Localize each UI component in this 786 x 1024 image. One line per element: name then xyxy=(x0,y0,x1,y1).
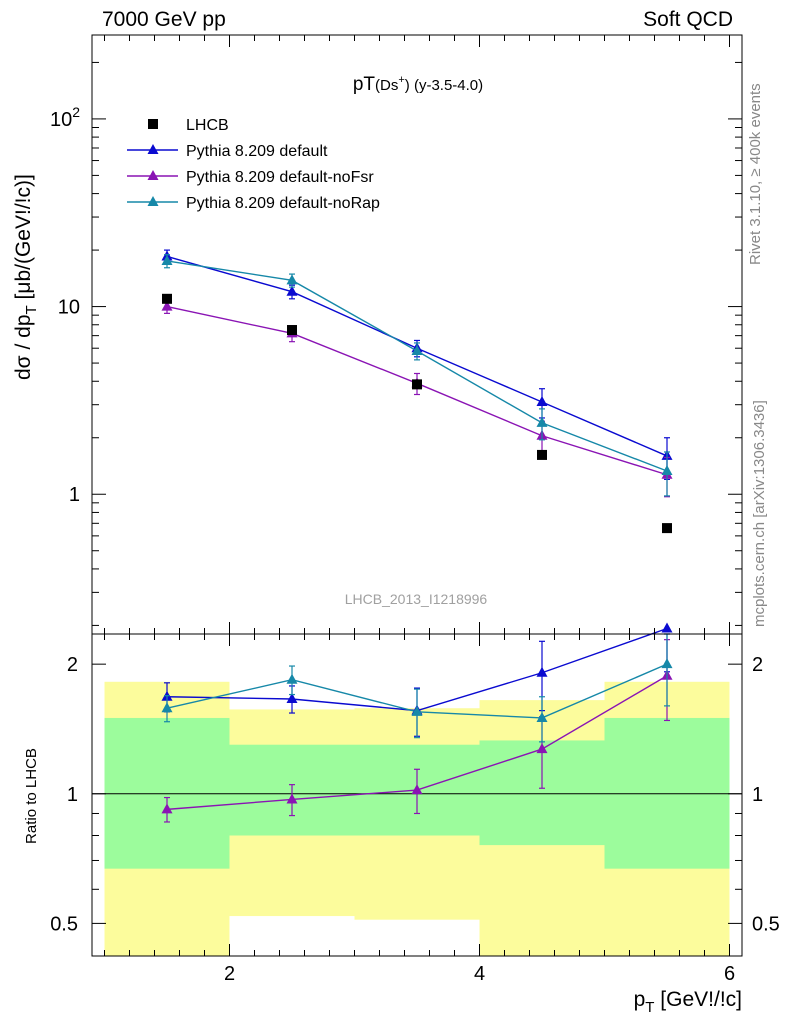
y-axis-label: dσ / dpT [μb/(GeV!/!c)] xyxy=(12,174,40,380)
upper-noFsr-point-0 xyxy=(161,300,173,311)
chart-title: pT(Ds+) (y-3.5-4.0) xyxy=(353,74,483,95)
x-axis-label-unit: [GeV!/!c] xyxy=(654,988,742,1011)
rivet-version-label: Rivet 3.1.10, ≥ 400k events xyxy=(747,83,764,265)
chart-title-prefix: pT xyxy=(353,74,376,95)
lower-y-tick-label-right-1: 1 xyxy=(752,784,763,806)
ratio-noFsr-point-2 xyxy=(411,784,423,795)
chart-title-particle: (Ds xyxy=(375,77,398,94)
lower-y-tick-label-left-0: 0.5 xyxy=(50,913,78,935)
lower-y-tick-label-left-1: 1 xyxy=(67,784,78,806)
ratio-noRap-point-0 xyxy=(161,702,173,713)
ratio-default-point-4 xyxy=(661,622,673,633)
upper-y-tick-label-2: 102 xyxy=(50,104,80,131)
lower-frame xyxy=(91,633,743,957)
y-axis-label-sub: T xyxy=(23,305,40,314)
data-point-0 xyxy=(162,293,172,304)
lower-y-tick-label-right-0: 0.5 xyxy=(752,913,780,935)
x-tick-label-2: 6 xyxy=(724,963,735,985)
ratio-y-axis-label: Ratio to LHCB xyxy=(23,748,40,844)
ratio-default-point-1 xyxy=(286,693,298,704)
upper-noRap-point-4 xyxy=(661,464,673,475)
upper-noRap-point-1 xyxy=(286,274,298,285)
legend: LHCB Pythia 8.209 default Pythia 8.209 def… xyxy=(127,117,380,212)
analysis-watermark: LHCB_2013_I1218996 xyxy=(345,591,488,607)
data-point-4 xyxy=(662,523,672,534)
upper-y-tick-label-1: 10 xyxy=(58,297,80,319)
upper-noRap-point-2 xyxy=(411,344,423,355)
legend-marker-noRap xyxy=(147,196,159,206)
lower-y-tick-label-left-2: 2 xyxy=(67,654,78,676)
legend-marker-noFsr xyxy=(147,170,159,180)
x-axis-label-sub: T xyxy=(645,999,654,1016)
legend-marker-default xyxy=(147,144,159,154)
legend-label-noRap: Pythia 8.209 default-noRap xyxy=(186,195,380,212)
upper-y-tick-label-exp-2: 2 xyxy=(72,104,80,120)
chart-title-close: ) xyxy=(405,77,410,94)
upper-noRap-line xyxy=(166,260,668,472)
upper-y-tick-label-base-2: 10 xyxy=(50,109,72,131)
ratio-noFsr-point-3 xyxy=(536,743,548,754)
x-axis-label: pT [GeV!/!c] xyxy=(634,988,742,1016)
upper-noRap-point-0 xyxy=(161,254,173,265)
y-axis-label-unit: [μb/(GeV!/!c)] xyxy=(12,174,35,305)
ratio-noRap-point-2 xyxy=(411,705,423,716)
ratio-default-point-3 xyxy=(536,666,548,677)
ratio-noRap-point-1 xyxy=(286,673,298,684)
ratio-noFsr-point-1 xyxy=(286,793,298,804)
chart-title-sup: + xyxy=(398,74,404,86)
ratio-noRap-point-3 xyxy=(536,711,548,722)
chart-title-range: (y-3.5-4.0) xyxy=(410,77,483,94)
upper-default-point-3 xyxy=(536,396,548,407)
legend-marker-data xyxy=(148,119,158,129)
mcplots-reference-label: mcplots.cern.ch [arXiv:1306.3436] xyxy=(751,400,768,627)
header-left: 7000 GeV pp xyxy=(102,8,226,31)
upper-y-tick-label-0: 1 xyxy=(69,484,80,506)
upper-default-point-1 xyxy=(286,285,298,296)
upper-noRap-point-3 xyxy=(536,416,548,427)
data-point-1 xyxy=(287,325,297,336)
lower-y-tick-label-right-2: 2 xyxy=(752,654,763,676)
y-axis-label-main: dσ / dp xyxy=(12,314,35,380)
x-tick-label-0: 2 xyxy=(224,963,235,985)
ratio-noFsr-point-0 xyxy=(161,803,173,814)
header-right: Soft QCD xyxy=(643,8,733,31)
data-point-3 xyxy=(537,449,547,460)
legend-label-data: LHCB xyxy=(186,117,229,134)
data-point-2 xyxy=(412,379,422,390)
ratio-noRap-point-4 xyxy=(661,658,673,669)
x-tick-label-1: 4 xyxy=(474,963,485,985)
x-axis-label-main: p xyxy=(634,988,646,1011)
legend-label-noFsr: Pythia 8.209 default-noFsr xyxy=(186,169,374,186)
legend-label-default: Pythia 8.209 default xyxy=(186,143,328,160)
